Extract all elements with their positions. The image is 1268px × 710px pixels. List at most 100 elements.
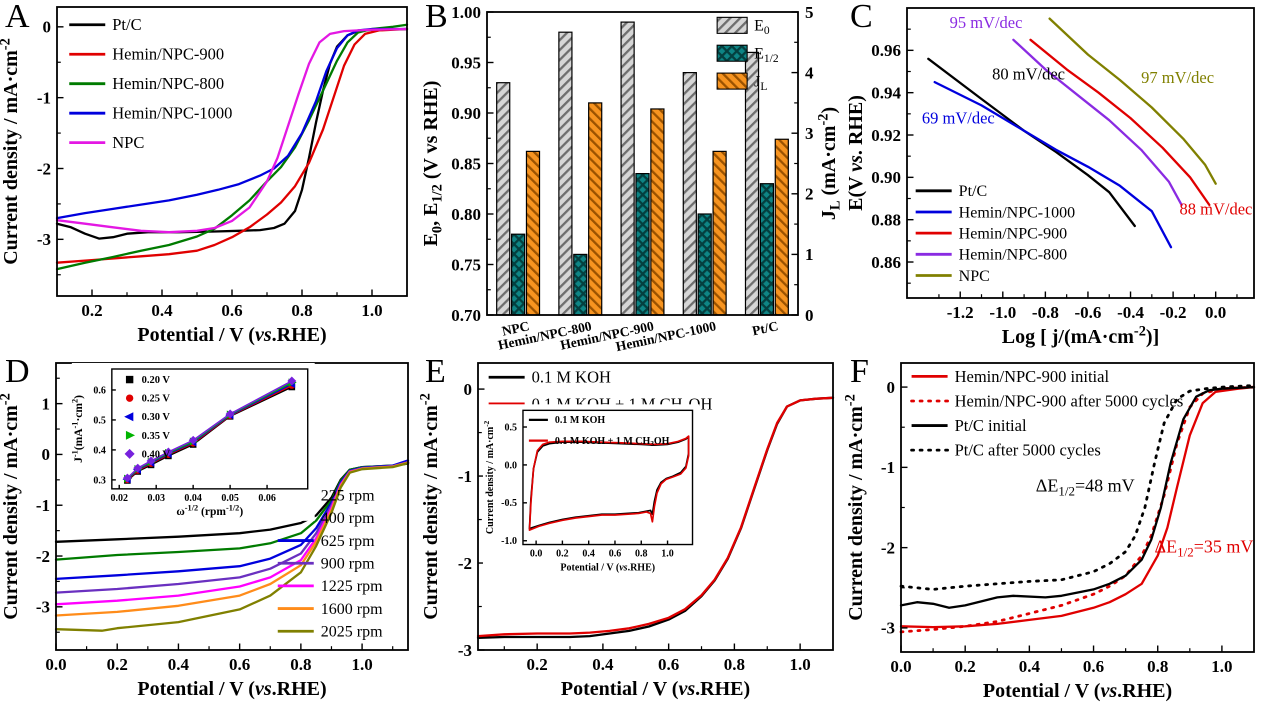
svg-text:0.2: 0.2 <box>527 655 548 674</box>
svg-text:0.8: 0.8 <box>635 549 648 560</box>
panel-d: D 0.0 0.2 0.4 0.6 0.8 1.0 1 0 -1 -2 -3 Potential / … <box>0 355 420 710</box>
svg-text:3: 3 <box>805 124 814 143</box>
svg-text:0.3: 0.3 <box>93 475 106 486</box>
svg-text:0.1 M KOH: 0.1 M KOH <box>555 415 605 426</box>
svg-text:Pt/C: Pt/C <box>959 183 987 200</box>
svg-text:0.30 V: 0.30 V <box>142 412 171 423</box>
svg-text:Pt/C: Pt/C <box>751 318 780 338</box>
svg-text:-1: -1 <box>881 458 895 477</box>
svg-text:Hemin/NPC-800: Hemin/NPC-800 <box>112 74 224 93</box>
svg-text:Hemin/NPC-900: Hemin/NPC-900 <box>959 225 1067 242</box>
svg-text:1225 rpm: 1225 rpm <box>321 578 383 595</box>
svg-text:0: 0 <box>42 445 51 464</box>
panel-f: F 0.0 0.2 0.4 0.6 0.8 1.0 0 -1 -2 -3 Potential / V… <box>845 355 1268 710</box>
panel-d-chart: 0.0 0.2 0.4 0.6 0.8 1.0 1 0 -1 -2 -3 Potential / V … <box>0 362 410 700</box>
svg-text:Potential / V (vs.RHE): Potential / V (vs.RHE) <box>561 678 750 700</box>
svg-text:Hemin/NPC-1000: Hemin/NPC-1000 <box>959 204 1075 221</box>
svg-text:Hemin/NPC-1000: Hemin/NPC-1000 <box>112 104 232 123</box>
svg-text:-3: -3 <box>458 641 472 660</box>
svg-text:0.8: 0.8 <box>1147 657 1168 676</box>
svg-text:0.90: 0.90 <box>451 104 481 123</box>
svg-text:0.92: 0.92 <box>871 126 901 145</box>
svg-text:0.35 V: 0.35 V <box>142 431 171 442</box>
svg-text:1.0: 1.0 <box>1211 657 1232 676</box>
svg-text:-0.6: -0.6 <box>1074 303 1101 322</box>
svg-text:0.6: 0.6 <box>609 549 622 560</box>
svg-text:-0.5: -0.5 <box>501 498 517 509</box>
svg-text:0.6: 0.6 <box>93 385 106 396</box>
svg-text:-1.0: -1.0 <box>501 536 517 547</box>
svg-text:Hemin/NPC-900 initial: Hemin/NPC-900 initial <box>955 367 1110 386</box>
panel-c-label: C <box>850 0 873 35</box>
svg-text:E1/2: E1/2 <box>754 46 779 66</box>
svg-text:0.5: 0.5 <box>504 422 516 433</box>
svg-text:Potential / V (vs.RHE): Potential / V (vs.RHE) <box>560 563 655 574</box>
svg-text:69 mV/dec: 69 mV/dec <box>922 108 995 127</box>
svg-text:0.03: 0.03 <box>147 493 165 504</box>
svg-text:ΔE1/2=35 mV: ΔE1/2=35 mV <box>1155 536 1254 559</box>
svg-text:0: 0 <box>805 306 814 325</box>
panel-f-chart: 0.0 0.2 0.4 0.6 0.8 1.0 0 -1 -2 -3 Potential / V (… <box>845 362 1256 702</box>
svg-text:0.90: 0.90 <box>871 168 901 187</box>
panel-c-chart: -1.2 -1.0 -0.8 -0.6 -0.4 -0.2 0.0 0.86 0.88 0.90 0… <box>845 7 1255 348</box>
svg-text:0.75: 0.75 <box>451 255 481 274</box>
svg-text:225 rpm: 225 rpm <box>321 487 375 504</box>
svg-text:0.8: 0.8 <box>290 655 311 674</box>
svg-text:Potential / V (vs.RHE): Potential / V (vs.RHE) <box>983 680 1172 702</box>
svg-text:0.2: 0.2 <box>556 549 569 560</box>
svg-text:Log [ j/(mA·cm-2)]: Log [ j/(mA·cm-2)] <box>1002 323 1160 348</box>
svg-text:0.80: 0.80 <box>451 205 481 224</box>
svg-text:0.6: 0.6 <box>229 655 250 674</box>
svg-text:Pt/C: Pt/C <box>112 15 141 34</box>
svg-text:0.95: 0.95 <box>451 53 481 72</box>
svg-text:-2: -2 <box>36 547 50 566</box>
svg-text:0.0: 0.0 <box>504 460 516 471</box>
svg-text:Pt/C initial: Pt/C initial <box>955 416 1027 435</box>
svg-text:Current density / mA·cm-2: Current density / mA·cm-2 <box>0 38 22 265</box>
svg-text:-1: -1 <box>458 467 472 486</box>
svg-text:0.2: 0.2 <box>107 655 128 674</box>
svg-text:0.1 M KOH + 1 M CH3OH: 0.1 M KOH + 1 M CH3OH <box>555 436 670 448</box>
svg-text:0.4: 0.4 <box>151 301 173 320</box>
svg-text:ω-1/2 (rpm-1/2): ω-1/2 (rpm-1/2) <box>176 503 243 517</box>
svg-text:ΔE1/2=48 mV: ΔE1/2=48 mV <box>1036 475 1135 498</box>
svg-text:0.8: 0.8 <box>291 301 312 320</box>
svg-text:-2: -2 <box>881 538 895 557</box>
svg-text:0.88: 0.88 <box>871 210 901 229</box>
panel-f-label: F <box>850 355 869 390</box>
svg-text:0.4: 0.4 <box>168 655 190 674</box>
svg-text:-3: -3 <box>36 598 50 617</box>
panel-b: B 0.70 0.75 0.80 0.85 0.90 0.95 1.00 0 1 2 3 4 5 NPC H… <box>420 0 845 355</box>
svg-text:-0.4: -0.4 <box>1117 303 1144 322</box>
svg-text:Hemin/NPC-900 after 5000 cycle: Hemin/NPC-900 after 5000 cycles <box>955 391 1184 410</box>
svg-text:-1: -1 <box>37 88 51 107</box>
svg-text:0.8: 0.8 <box>724 655 745 674</box>
svg-text:1.0: 1.0 <box>790 655 811 674</box>
svg-text:0.02: 0.02 <box>110 493 128 504</box>
panel-e-chart: 0.2 0.4 0.6 0.8 1.0 0 -1 -2 -3 Potential / V (vs.… <box>420 362 835 700</box>
svg-text:-2: -2 <box>458 554 472 573</box>
svg-text:0.85: 0.85 <box>451 154 481 173</box>
panel-a: A 0.2 0.4 0.6 0.8 1.0 0 -1 -2 -3 Potential / V (v… <box>0 0 420 355</box>
svg-text:0: 0 <box>464 380 473 399</box>
svg-text:0.0: 0.0 <box>1205 303 1226 322</box>
svg-text:0.04: 0.04 <box>184 493 202 504</box>
svg-text:2: 2 <box>805 185 814 204</box>
svg-text:4: 4 <box>805 63 814 82</box>
svg-text:1.0: 1.0 <box>351 655 372 674</box>
svg-text:Potential / V (vs.RHE): Potential / V (vs.RHE) <box>137 678 326 700</box>
svg-text:JL: JL <box>754 73 767 93</box>
svg-text:80 mV/dec: 80 mV/dec <box>992 65 1065 84</box>
svg-text:97 mV/dec: 97 mV/dec <box>1141 68 1214 87</box>
svg-text:0.4: 0.4 <box>592 655 614 674</box>
svg-text:0.2: 0.2 <box>81 301 102 320</box>
svg-text:0.4: 0.4 <box>93 445 106 456</box>
svg-text:0.0: 0.0 <box>530 549 543 560</box>
svg-text:900 rpm: 900 rpm <box>321 556 375 573</box>
svg-text:-0.2: -0.2 <box>1160 303 1187 322</box>
svg-text:1.00: 1.00 <box>451 3 481 22</box>
svg-text:95 mV/dec: 95 mV/dec <box>950 13 1023 32</box>
svg-text:E(V vs. RHE): E(V vs. RHE) <box>845 95 867 211</box>
svg-text:-2: -2 <box>37 159 51 178</box>
svg-text:1: 1 <box>42 394 51 413</box>
